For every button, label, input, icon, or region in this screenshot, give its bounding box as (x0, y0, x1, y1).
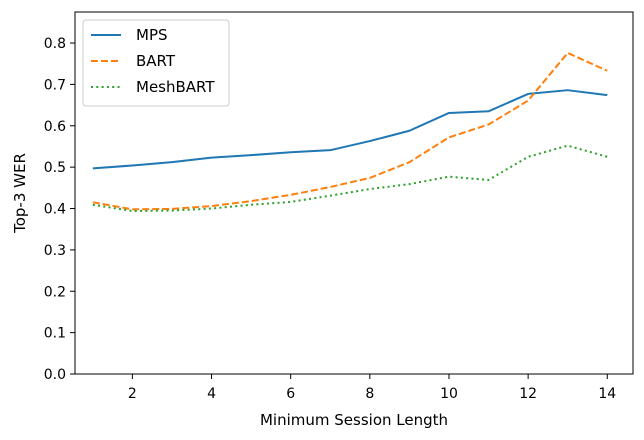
y-tick-label: 0.1 (44, 326, 66, 342)
series-line-bart (92, 51, 608, 211)
x-axis: 2 4 6 8 10 12 14 (128, 374, 616, 402)
legend: MPS BART MeshBART (82, 19, 230, 107)
x-tick-label: 4 (207, 386, 216, 402)
y-axis: 0.0 0.1 0.2 0.3 0.4 0.5 0.6 0.7 0.8 (44, 36, 75, 383)
y-tick-label: 0.6 (44, 119, 66, 135)
series-layer (92, 51, 608, 212)
legend-label-meshbart: MeshBART (136, 78, 215, 96)
y-tick-label: 0.3 (44, 243, 66, 259)
y-tick-label: 0.8 (44, 36, 66, 52)
plot-frame (74, 11, 634, 375)
y-axis-label: Top-3 WER (11, 153, 29, 234)
x-tick-label: 14 (598, 386, 616, 402)
series-line-mps (92, 89, 608, 170)
y-tick-label: 0.7 (44, 77, 66, 93)
y-tick-label: 0.2 (44, 284, 66, 300)
legend-label-bart: BART (136, 52, 176, 70)
y-tick-label: 0.4 (44, 202, 66, 218)
legend-label-mps: MPS (136, 26, 168, 44)
series-line-meshbart (92, 144, 608, 212)
x-tick-label: 8 (365, 386, 374, 402)
x-tick-label: 2 (128, 386, 137, 402)
y-tick-label: 0.5 (44, 160, 66, 176)
x-tick-label: 12 (519, 386, 537, 402)
x-tick-label: 6 (286, 386, 295, 402)
legend-box (82, 19, 230, 107)
x-tick-label: 10 (440, 386, 458, 402)
y-tick-label: 0.0 (44, 367, 66, 383)
x-axis-label: Minimum Session Length (260, 411, 448, 429)
